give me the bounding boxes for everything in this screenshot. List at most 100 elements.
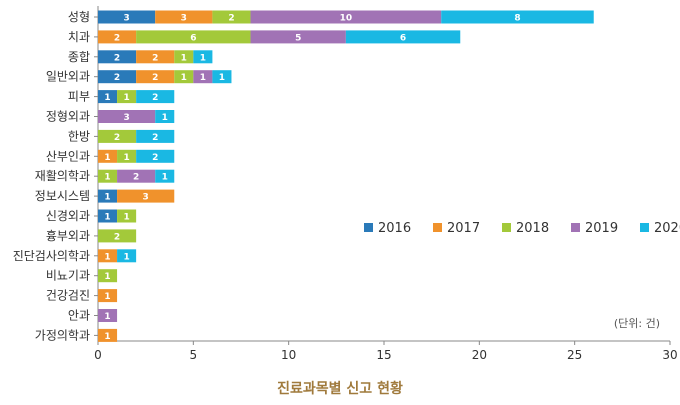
category-label: 산부인과 xyxy=(46,149,90,163)
category-label: 건강검진 xyxy=(46,289,90,303)
bar-segment-2020 xyxy=(155,169,175,183)
x-tick-label: 25 xyxy=(567,348,582,362)
legend-label-2020: 2020 xyxy=(654,221,680,236)
legend-swatch-2017 xyxy=(433,223,442,232)
bar-value-label: 1 xyxy=(219,73,225,83)
bar-value-label: 6 xyxy=(400,33,406,43)
bar-segment-2018 xyxy=(117,90,137,104)
bar-segment-2018 xyxy=(136,30,251,44)
bar-segment-2017 xyxy=(136,50,175,64)
bar-value-label: 2 xyxy=(114,33,120,43)
x-tick-label: 5 xyxy=(190,348,198,362)
bar-segment-2017 xyxy=(98,328,118,342)
bars-layer: 3 3 2 10 82 6 5 62 2 1 12 2 1 1 11 1 23 12 21 1 21 2 11 31 121 11… xyxy=(98,10,594,342)
bar-segment-2020 xyxy=(193,50,213,64)
x-tick-label: 30 xyxy=(662,348,677,362)
bar-value-label: 1 xyxy=(162,113,168,123)
bar-value-label: 2 xyxy=(133,173,139,183)
bar-value-label: 2 xyxy=(114,232,120,242)
bar-segment-2018 xyxy=(117,209,137,223)
bar-value-label: 1 xyxy=(181,73,187,83)
legend-label-2016: 2016 xyxy=(378,221,411,236)
bar-value-label: 2 xyxy=(114,133,120,143)
category-label: 재활의학과 xyxy=(35,169,90,183)
axis-layer: 0 5 10 15 20 25 30성형치과종합일반외과피부정형외과한방산부인과재활의학과정… xyxy=(13,6,678,362)
bar-value-label: 1 xyxy=(123,153,129,163)
bar-value-label: 1 xyxy=(123,213,129,223)
legend-swatch-2019 xyxy=(571,223,580,232)
legend-label-2017: 2017 xyxy=(447,221,480,236)
category-label: 흉부외과 xyxy=(46,229,90,243)
x-tick-label: 20 xyxy=(472,348,487,362)
category-label: 진단검사의학과 xyxy=(13,249,90,263)
category-label: 신경외과 xyxy=(46,209,90,223)
legend-label-2019: 2019 xyxy=(585,221,618,236)
bar-segment-2016 xyxy=(98,209,118,223)
bar-segment-2017 xyxy=(98,30,137,44)
bar-value-label: 1 xyxy=(104,173,110,183)
bar-segment-2019 xyxy=(98,309,118,322)
bar-value-label: 1 xyxy=(104,332,110,342)
bar-segment-2020 xyxy=(441,10,594,24)
bar-segment-2017 xyxy=(117,189,175,203)
bar-segment-2017 xyxy=(98,149,118,163)
bar-value-label: 2 xyxy=(152,53,158,63)
bar-segment-2016 xyxy=(98,50,137,64)
bar-value-label: 2 xyxy=(152,153,158,163)
bar-segment-2017 xyxy=(155,10,213,24)
legend: 2016 2017 2018 2019 2020 xyxy=(364,221,680,236)
category-label: 성형 xyxy=(68,10,90,24)
bar-value-label: 3 xyxy=(181,14,187,24)
bar-value-label: 1 xyxy=(104,252,110,262)
bar-value-label: 2 xyxy=(114,53,120,63)
bar-value-label: 1 xyxy=(162,173,168,183)
bar-segment-2018 xyxy=(174,70,194,84)
bar-segment-2020 xyxy=(136,129,175,143)
bar-value-label: 1 xyxy=(123,93,129,103)
bar-value-label: 1 xyxy=(104,213,110,223)
bar-segment-2018 xyxy=(98,269,118,283)
legend-swatch-2020 xyxy=(640,223,649,232)
bar-segment-2017 xyxy=(98,289,118,303)
bar-segment-2018 xyxy=(98,129,137,143)
bar-segment-2020 xyxy=(136,90,175,104)
category-label: 한방 xyxy=(68,129,90,143)
bar-segment-2019 xyxy=(250,30,346,44)
category-label: 일반외과 xyxy=(46,70,90,84)
bar-value-label: 2 xyxy=(114,73,120,83)
bar-value-label: 1 xyxy=(104,272,110,282)
bar-segment-2020 xyxy=(155,110,175,123)
bar-segment-2016 xyxy=(98,70,137,84)
category-label: 정보시스템 xyxy=(35,189,90,203)
bar-value-label: 1 xyxy=(123,252,129,262)
bar-value-label: 1 xyxy=(104,93,110,103)
bar-value-label: 3 xyxy=(123,14,129,24)
category-label: 가정의학과 xyxy=(35,328,90,342)
bar-segment-2018 xyxy=(98,169,118,183)
bar-value-label: 1 xyxy=(104,193,110,203)
bar-segment-2019 xyxy=(117,169,156,183)
bar-segment-2019 xyxy=(193,70,213,84)
bar-segment-2016 xyxy=(98,10,156,24)
legend-swatch-2016 xyxy=(364,223,373,232)
bar-value-label: 8 xyxy=(514,14,520,24)
bar-value-label: 1 xyxy=(104,312,110,322)
chart-caption: 진료과목별 신고 현황 xyxy=(277,380,403,397)
bar-segment-2018 xyxy=(117,149,137,163)
category-label: 치과 xyxy=(68,30,90,44)
bar-segment-2020 xyxy=(117,249,137,263)
bar-value-label: 3 xyxy=(123,113,129,123)
bar-segment-2017 xyxy=(98,249,118,263)
bar-value-label: 1 xyxy=(181,53,187,63)
category-label: 안과 xyxy=(68,309,90,323)
bar-segment-2017 xyxy=(136,70,175,84)
bar-value-label: 2 xyxy=(152,93,158,103)
bar-segment-2018 xyxy=(98,229,137,243)
bar-segment-2018 xyxy=(174,50,194,64)
bar-segment-2020 xyxy=(345,30,461,44)
x-tick-label: 15 xyxy=(376,348,391,362)
x-tick-label: 10 xyxy=(281,348,296,362)
bar-segment-2019 xyxy=(98,110,156,123)
bar-value-label: 6 xyxy=(190,33,196,43)
